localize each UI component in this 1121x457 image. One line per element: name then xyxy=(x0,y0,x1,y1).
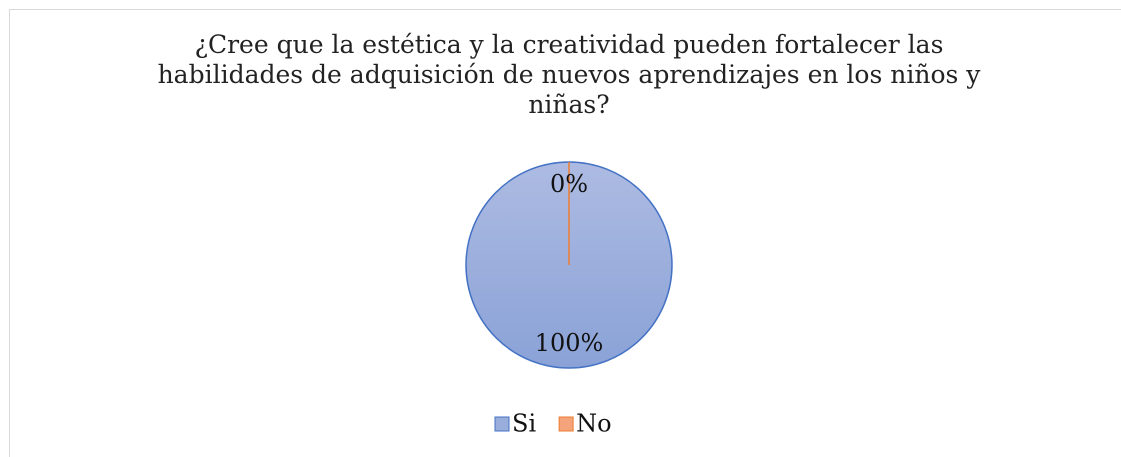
data-label: 0% xyxy=(550,170,588,198)
legend-label: No xyxy=(576,410,611,438)
legend-swatch xyxy=(494,416,510,432)
chart-title: ¿Cree que la estética y la creatividad p… xyxy=(157,30,981,119)
data-label: 100% xyxy=(535,329,604,357)
chart-border xyxy=(9,9,1121,457)
legend-label: Si xyxy=(512,410,536,438)
legend-swatch xyxy=(558,416,574,432)
